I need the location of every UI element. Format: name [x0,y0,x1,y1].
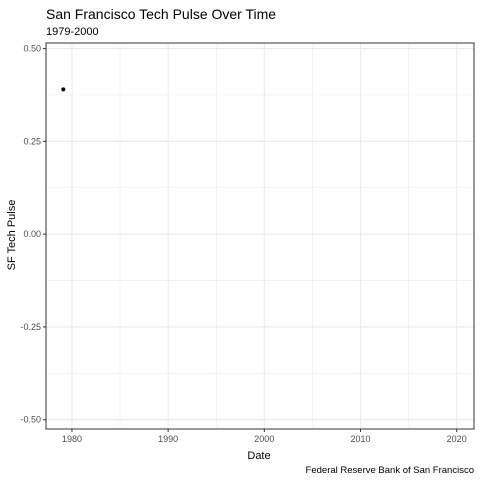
chart-caption: Federal Reserve Bank of San Francisco [306,465,474,476]
x-tick-label: 2010 [350,434,370,444]
y-tick-label: 0.25 [23,136,41,146]
y-axis-label: SF Tech Pulse [6,200,18,271]
chart-title: San Francisco Tech Pulse Over Time [46,6,276,22]
x-tick-label: 2020 [447,434,467,444]
y-tick-label: -0.50 [20,415,41,425]
y-tick-label: 0.50 [23,44,41,54]
x-tick-label: 1980 [62,434,82,444]
y-tick-label: -0.25 [20,322,41,332]
x-tick-label: 2000 [254,434,274,444]
data-point [61,87,65,91]
y-tick-label: 0.00 [23,229,41,239]
x-axis-label: Date [247,450,270,462]
x-tick-label: 1990 [158,434,178,444]
plot-area: 1980 1990 2000 2010 2020 -0.50 -0.25 0.00 0.25 0.… [20,43,474,444]
plot-panel [46,43,474,429]
chart-subtitle: 1979-2000 [46,26,99,38]
